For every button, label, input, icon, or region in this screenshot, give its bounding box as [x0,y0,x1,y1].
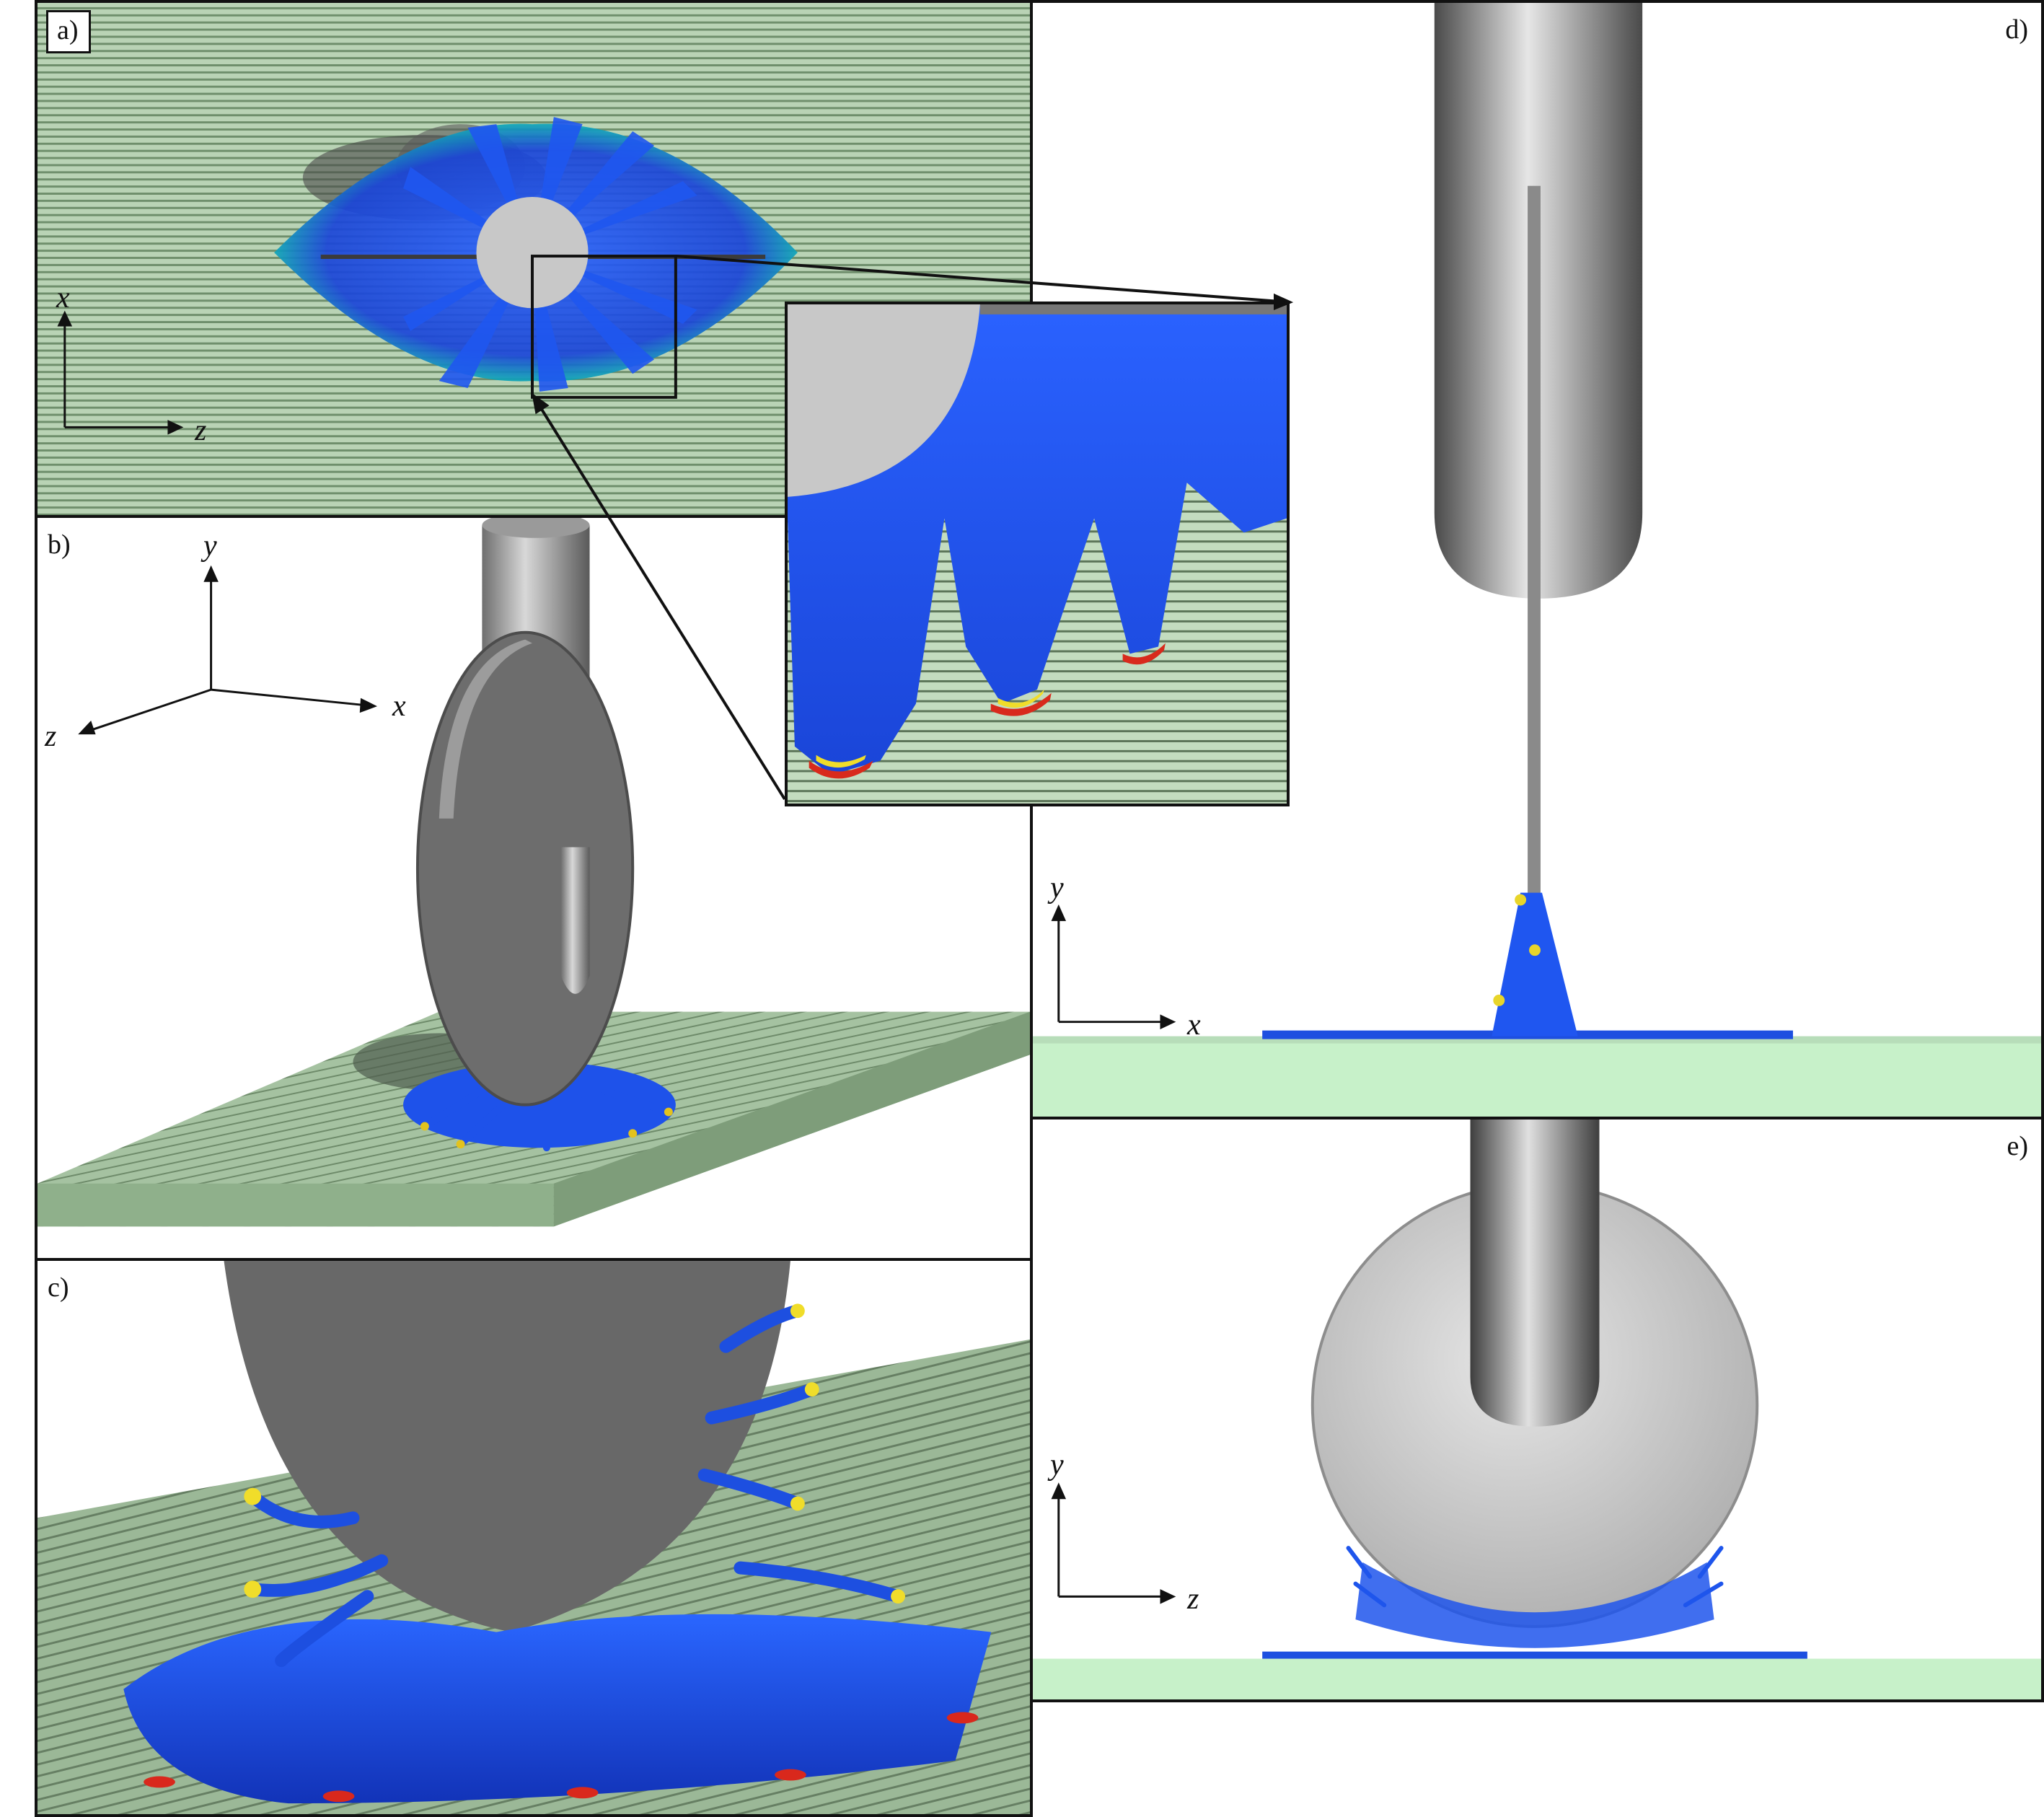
panel-e-illustration [1033,1119,2041,1699]
panel-b-axis-z-label: z [45,720,57,753]
panel-c-label: c) [48,1272,69,1303]
panel-e-axis-z-label: z [1187,1583,1199,1616]
panel-e-axis-y-label: y [1050,1448,1064,1482]
panel-b-axes [78,565,378,735]
panel-e-label: e) [2006,1131,2028,1161]
panel-a-illustration [38,3,1030,515]
panel-b-axis-x-label: x [392,690,406,723]
panel-d-axis-y-label: y [1050,871,1064,905]
zoom-inset [785,302,1290,806]
panel-b-axis-y-label: y [203,529,217,563]
panel-d-axis-x-label: x [1187,1008,1201,1042]
panel-a-axes [57,310,184,435]
panel-d-label: d) [2005,14,2028,45]
panel-d-side-view-xy: d) y x [1030,0,2044,1119]
panel-c-illustration [38,1261,1030,1814]
panel-e-axes [1051,1482,1176,1604]
panel-a-axis-x-label: x [56,281,70,314]
zoom-inset-illustration [788,304,1287,804]
panel-a-top-view: a) x z [35,0,1033,518]
panel-a-label: a) [46,10,91,53]
panel-d-axes [1051,904,1176,1029]
panel-b-label: b) [48,529,71,560]
panel-c-closeup-view: c) [35,1258,1033,1817]
panel-a-axis-z-label: z [195,414,207,447]
panel-e-side-view-zy: e) y z [1030,1117,2044,1702]
